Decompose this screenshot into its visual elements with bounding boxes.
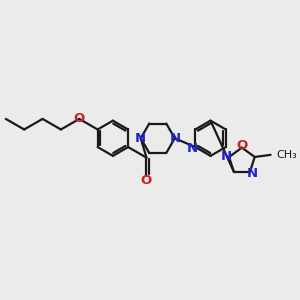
- Text: O: O: [74, 112, 85, 125]
- Text: O: O: [141, 174, 152, 187]
- Text: N: N: [220, 150, 232, 163]
- Text: O: O: [237, 139, 248, 152]
- Text: N: N: [187, 142, 198, 155]
- Text: N: N: [169, 132, 181, 145]
- Text: N: N: [247, 167, 258, 180]
- Text: N: N: [135, 132, 146, 145]
- Text: CH₃: CH₃: [276, 150, 297, 160]
